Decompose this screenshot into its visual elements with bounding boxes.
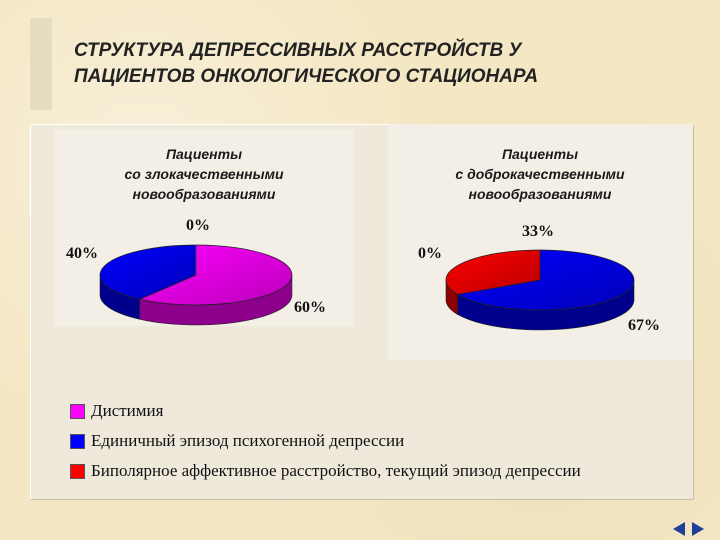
- left-chart-title-line-3: новообразованиями: [132, 186, 276, 202]
- pie-0-label-1: 40%: [66, 245, 98, 262]
- slide-title: СТРУКТУРА ДЕПРЕССИВНЫХ РАССТРОЙСТВ У ПАЦ…: [74, 38, 694, 90]
- legend-label-dysthymia: Дистимия: [91, 401, 164, 420]
- pie-1-slice-2: [445, 249, 541, 295]
- pie-1-label-0: 0%: [418, 245, 442, 262]
- left-chart-title-line-2: со злокачественными: [124, 166, 284, 182]
- pie-0-slice-0: [138, 244, 293, 306]
- pie-1-slice-1: [456, 249, 635, 311]
- title-frame: [30, 18, 712, 110]
- left-chart-title: Пациенты со злокачественными новообразов…: [74, 144, 334, 204]
- legend-label-bipolar: Биполярное аффективное расстройство, тек…: [91, 461, 581, 480]
- legend-swatch-bipolar: [70, 463, 85, 479]
- previous-slide-arrow-icon[interactable]: [673, 522, 685, 536]
- pie-0-label-2: 0%: [186, 217, 210, 234]
- legend-item-single-episode: Единичный эпизод психогенной депрессии: [70, 426, 680, 456]
- pie-1-label-1: 67%: [628, 317, 660, 334]
- right-chart-title-line-1: Пациенты: [501, 146, 579, 162]
- right-chart-title: Пациенты с доброкачественными новообразо…: [410, 144, 670, 204]
- slide-title-line-1: СТРУКТУРА ДЕПРЕССИВНЫХ РАССТРОЙСТВ У: [74, 40, 522, 61]
- pie-1-label-2: 33%: [522, 223, 554, 240]
- left-chart-title-line-1: Пациенты: [165, 146, 243, 162]
- legend-item-bipolar: Биполярное аффективное расстройство, тек…: [70, 456, 680, 486]
- pie-0-slice-1: [99, 244, 197, 300]
- right-chart-title-line-2: с доброкачественными: [455, 166, 625, 182]
- legend-swatch-single-episode: [70, 433, 85, 449]
- pie-0-label-0: 60%: [294, 299, 326, 316]
- next-slide-arrow-icon[interactable]: [692, 522, 704, 536]
- right-chart-title-line-3: новообразованиями: [468, 186, 612, 202]
- slide-title-line-2: ПАЦИЕНТОВ ОНКОЛОГИЧЕСКОГО СТАЦИОНАРА: [74, 66, 539, 87]
- legend: Дистимия Единичный эпизод психогенной де…: [70, 396, 680, 486]
- legend-swatch-dysthymia: [70, 403, 85, 419]
- legend-item-dysthymia: Дистимия: [70, 396, 680, 426]
- legend-label-single-episode: Единичный эпизод психогенной депрессии: [91, 431, 405, 450]
